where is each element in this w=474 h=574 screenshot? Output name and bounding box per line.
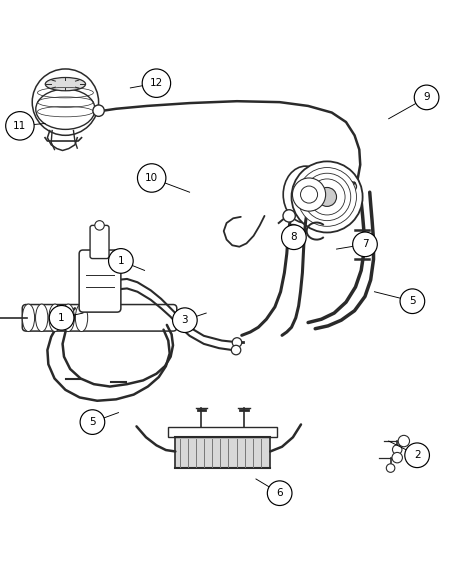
Ellipse shape: [283, 166, 328, 223]
Circle shape: [392, 445, 402, 455]
Circle shape: [231, 346, 241, 355]
Circle shape: [80, 410, 105, 435]
Circle shape: [398, 435, 410, 447]
Circle shape: [400, 289, 425, 313]
Ellipse shape: [49, 304, 61, 332]
Circle shape: [286, 224, 300, 238]
Circle shape: [309, 179, 345, 215]
Text: 5: 5: [409, 296, 416, 306]
Text: 7: 7: [362, 239, 368, 249]
Bar: [168, 427, 277, 437]
Ellipse shape: [36, 304, 48, 332]
Text: 1: 1: [58, 313, 65, 323]
Bar: [175, 437, 270, 468]
Text: 11: 11: [13, 121, 27, 131]
Circle shape: [95, 220, 104, 230]
Circle shape: [298, 168, 356, 226]
Text: 1: 1: [118, 256, 124, 266]
FancyBboxPatch shape: [22, 305, 177, 331]
Circle shape: [109, 249, 133, 273]
FancyBboxPatch shape: [90, 226, 109, 258]
Ellipse shape: [75, 304, 88, 332]
Text: 12: 12: [150, 78, 163, 88]
Circle shape: [392, 452, 402, 463]
Circle shape: [292, 161, 363, 232]
Ellipse shape: [22, 304, 35, 332]
Circle shape: [318, 188, 337, 207]
Circle shape: [32, 69, 99, 135]
Text: 2: 2: [414, 450, 420, 460]
Circle shape: [386, 464, 395, 472]
Circle shape: [93, 105, 104, 117]
Circle shape: [292, 178, 326, 211]
Circle shape: [301, 186, 318, 203]
Ellipse shape: [46, 77, 86, 91]
Circle shape: [347, 182, 356, 191]
Circle shape: [6, 111, 34, 140]
Circle shape: [405, 443, 429, 468]
Circle shape: [49, 305, 74, 330]
Ellipse shape: [36, 89, 95, 129]
Text: 5: 5: [89, 417, 96, 427]
Circle shape: [303, 173, 351, 220]
Circle shape: [282, 225, 306, 250]
Text: 10: 10: [145, 173, 158, 183]
Text: 6: 6: [276, 488, 283, 498]
Text: 9: 9: [423, 92, 430, 102]
Circle shape: [173, 308, 197, 332]
Text: 8: 8: [291, 232, 297, 242]
Circle shape: [142, 69, 171, 98]
Circle shape: [232, 338, 242, 347]
Circle shape: [137, 164, 166, 192]
Circle shape: [414, 85, 439, 110]
Circle shape: [267, 481, 292, 506]
Ellipse shape: [62, 304, 74, 332]
Text: 3: 3: [182, 315, 188, 325]
FancyBboxPatch shape: [79, 250, 121, 312]
Circle shape: [283, 210, 295, 222]
Circle shape: [353, 232, 377, 257]
